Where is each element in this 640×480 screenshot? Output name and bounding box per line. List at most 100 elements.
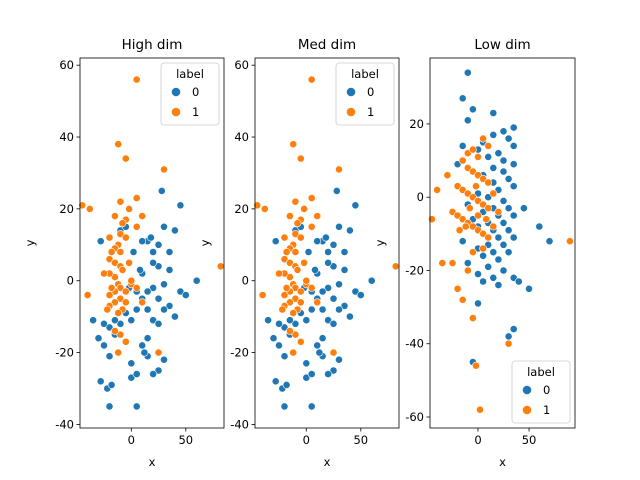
legend: label 0 1 xyxy=(160,62,220,126)
data-point-label-0 xyxy=(509,182,518,191)
data-point-label-0 xyxy=(479,251,487,260)
y-tick-label: 0 xyxy=(242,274,249,288)
legend-title: label xyxy=(351,67,379,81)
data-point-label-1 xyxy=(489,222,498,231)
data-point-label-0 xyxy=(96,237,105,246)
data-point-label-0 xyxy=(105,402,114,411)
plot-frame xyxy=(429,57,576,429)
data-point-label-1 xyxy=(116,294,125,303)
data-point-label-0 xyxy=(351,287,360,296)
data-point-label-0 xyxy=(509,123,518,132)
data-point-label-0 xyxy=(111,316,119,325)
data-point-label-0 xyxy=(160,355,168,364)
data-point-label-0 xyxy=(132,305,141,314)
data-point-label-0 xyxy=(324,248,332,256)
data-point-label-1 xyxy=(127,276,136,285)
data-point-label-1 xyxy=(132,194,141,202)
data-point-label-0 xyxy=(176,287,185,296)
data-point-label-0 xyxy=(302,316,311,325)
data-point-label-0 xyxy=(311,265,319,274)
y-tick-label: 60 xyxy=(234,58,249,72)
data-point-label-1 xyxy=(296,287,305,296)
data-point-label-1 xyxy=(504,339,513,348)
data-point-label-0 xyxy=(264,316,272,325)
data-point-label-0 xyxy=(275,319,283,328)
data-point-label-1 xyxy=(125,258,134,267)
y-tick-label: -20 xyxy=(230,346,249,360)
data-point-label-1 xyxy=(461,222,470,231)
data-point-label-1 xyxy=(296,154,305,163)
data-point-label-0 xyxy=(340,248,349,256)
data-point-label-0 xyxy=(96,377,105,386)
data-point-label-0 xyxy=(304,248,313,256)
data-point-label-0 xyxy=(192,276,201,285)
data-point-label-1 xyxy=(291,283,300,292)
data-point-label-1 xyxy=(107,248,116,256)
data-point-label-0 xyxy=(313,341,322,350)
data-point-label-0 xyxy=(514,277,523,286)
legend-marker-1 xyxy=(522,405,532,415)
data-point-label-1 xyxy=(285,327,294,335)
data-point-label-1 xyxy=(391,262,400,271)
data-point-label-0 xyxy=(282,380,291,389)
data-point-label-1 xyxy=(132,75,141,84)
data-point-label-0 xyxy=(474,299,482,308)
data-point-label-0 xyxy=(367,276,376,285)
data-point-label-0 xyxy=(335,355,343,364)
data-point-label-0 xyxy=(345,226,354,235)
data-point-label-1 xyxy=(474,152,482,161)
data-point-label-0 xyxy=(458,237,467,246)
data-point-label-0 xyxy=(489,130,498,139)
data-point-label-0 xyxy=(318,305,327,314)
legend-title: label xyxy=(176,67,204,81)
data-point-label-0 xyxy=(509,141,518,150)
y-tick-label: 20 xyxy=(409,117,424,131)
data-point-label-1 xyxy=(484,233,493,242)
legend-entry-label: 1 xyxy=(543,403,550,417)
data-point-label-0 xyxy=(499,266,508,275)
legend-entry-label: 0 xyxy=(367,85,374,99)
data-point-label-1 xyxy=(121,298,130,307)
y-tick-label: -40 xyxy=(405,337,424,351)
data-point-label-0 xyxy=(458,94,467,103)
data-point-label-1 xyxy=(302,276,311,285)
data-point-label-1 xyxy=(280,255,289,264)
data-point-label-0 xyxy=(143,287,152,296)
data-point-label-0 xyxy=(271,377,280,386)
data-point-label-0 xyxy=(504,134,513,143)
data-point-label-0 xyxy=(509,325,518,333)
data-point-label-1 xyxy=(116,248,125,256)
data-point-label-0 xyxy=(351,201,360,210)
y-tick-label: 40 xyxy=(59,130,74,144)
data-point-label-0 xyxy=(313,237,322,246)
y-tick-label: -60 xyxy=(405,410,424,424)
data-point-label-1 xyxy=(307,194,316,202)
data-point-label-1 xyxy=(296,233,305,242)
data-point-label-1 xyxy=(296,337,305,346)
data-point-label-1 xyxy=(116,230,125,238)
panel-2: Med dim 0 50 -40 -20 0 20 40 60 x y label 0 1 xyxy=(198,37,400,469)
plot-frame xyxy=(79,57,225,429)
x-axis-label: x xyxy=(324,455,331,469)
data-point-label-1 xyxy=(253,201,262,210)
data-point-label-0 xyxy=(356,291,365,299)
data-point-label-0 xyxy=(335,280,343,289)
data-point-label-1 xyxy=(313,298,322,307)
legend-entry-label: 1 xyxy=(367,105,374,119)
data-point-label-0 xyxy=(176,201,185,210)
data-point-label-1 xyxy=(472,182,480,191)
data-point-label-0 xyxy=(474,270,482,278)
data-point-label-0 xyxy=(545,237,554,246)
data-point-label-1 xyxy=(335,165,343,174)
data-point-label-1 xyxy=(138,298,147,307)
data-point-label-0 xyxy=(340,301,349,310)
data-point-label-1 xyxy=(291,230,300,238)
data-point-label-1 xyxy=(296,298,305,307)
data-point-label-1 xyxy=(138,212,147,220)
data-point-label-1 xyxy=(116,330,125,339)
plot-frame xyxy=(254,57,400,429)
data-point-label-0 xyxy=(489,109,498,117)
data-point-label-1 xyxy=(494,207,503,216)
data-point-label-0 xyxy=(504,332,513,341)
data-point-label-0 xyxy=(181,291,190,299)
